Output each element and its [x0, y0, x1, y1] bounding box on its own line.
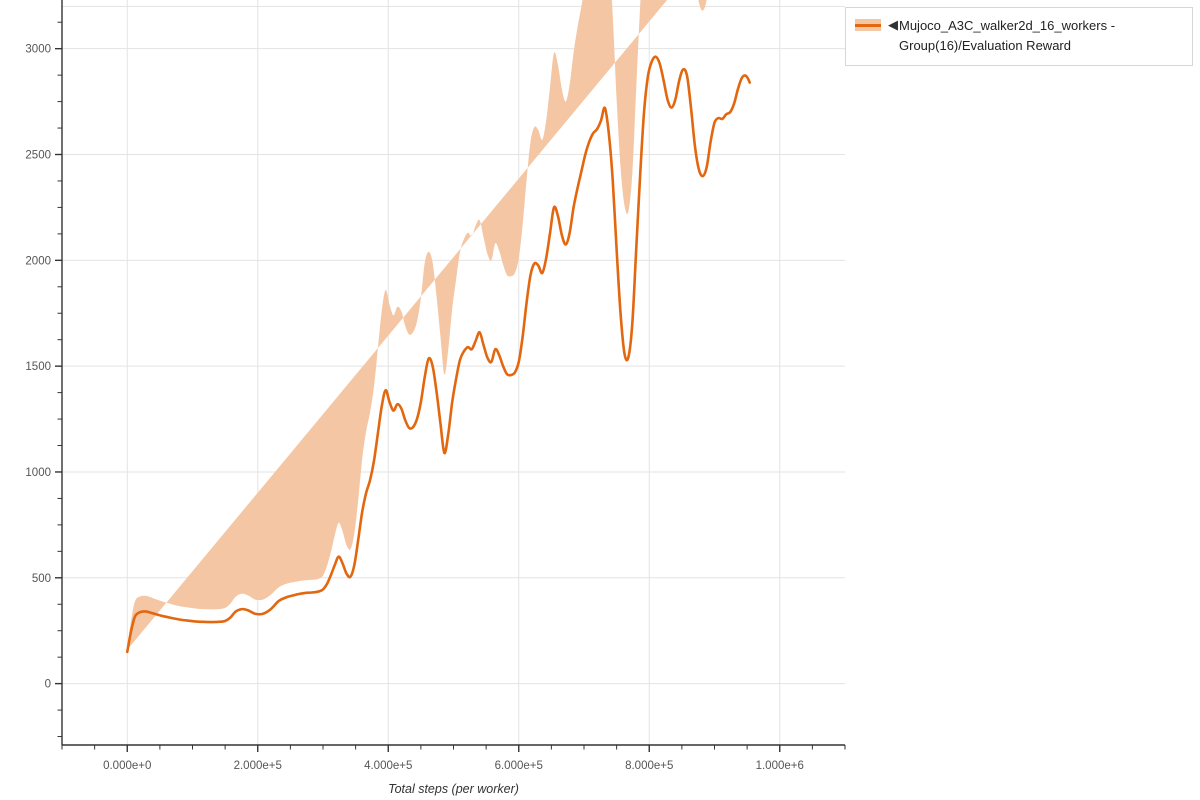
uncertainty-band-group [127, 0, 707, 650]
x-tick-label: 8.000e+5 [625, 760, 673, 772]
x-tick-label: 0.000e+0 [103, 760, 151, 772]
chart-legend[interactable]: ◀ Mujoco_A3C_walker2d_16_workers - Group… [845, 7, 1193, 66]
y-tick-label: 1500 [25, 361, 51, 373]
legend-marker-icon: ◀ [888, 17, 898, 32]
series-line-group [125, 55, 752, 654]
x-tick-label: 1.000e+6 [756, 760, 804, 772]
uncertainty-band [127, 0, 707, 650]
y-tick-label: 2000 [25, 255, 51, 267]
series-line-mean [125, 55, 752, 654]
y-tick-label: 2500 [25, 150, 51, 162]
y-tick-label: 1000 [25, 467, 51, 479]
legend-color-swatch [855, 17, 881, 33]
tick-labels: 0.000e+0 2.000e+5 4.000e+5 6.000e+5 8.000e+5… [25, 44, 803, 772]
legend-line-swatch [855, 24, 881, 27]
x-tick-label: 2.000e+5 [234, 760, 282, 772]
y-tick-label: 3000 [25, 44, 51, 56]
grid-lines [62, 0, 845, 745]
x-tick-label: 4.000e+5 [364, 760, 412, 772]
legend-entry-label: Mujoco_A3C_walker2d_16_workers - Group(1… [899, 18, 1116, 53]
y-tick-label: 0 [45, 679, 51, 691]
x-axis-title: Total steps (per worker) [388, 782, 519, 796]
y-tick-label: 500 [32, 573, 51, 585]
axes [61, 0, 845, 746]
x-tick-label: 6.000e+5 [495, 760, 543, 772]
axis-ticks [55, 21, 846, 752]
